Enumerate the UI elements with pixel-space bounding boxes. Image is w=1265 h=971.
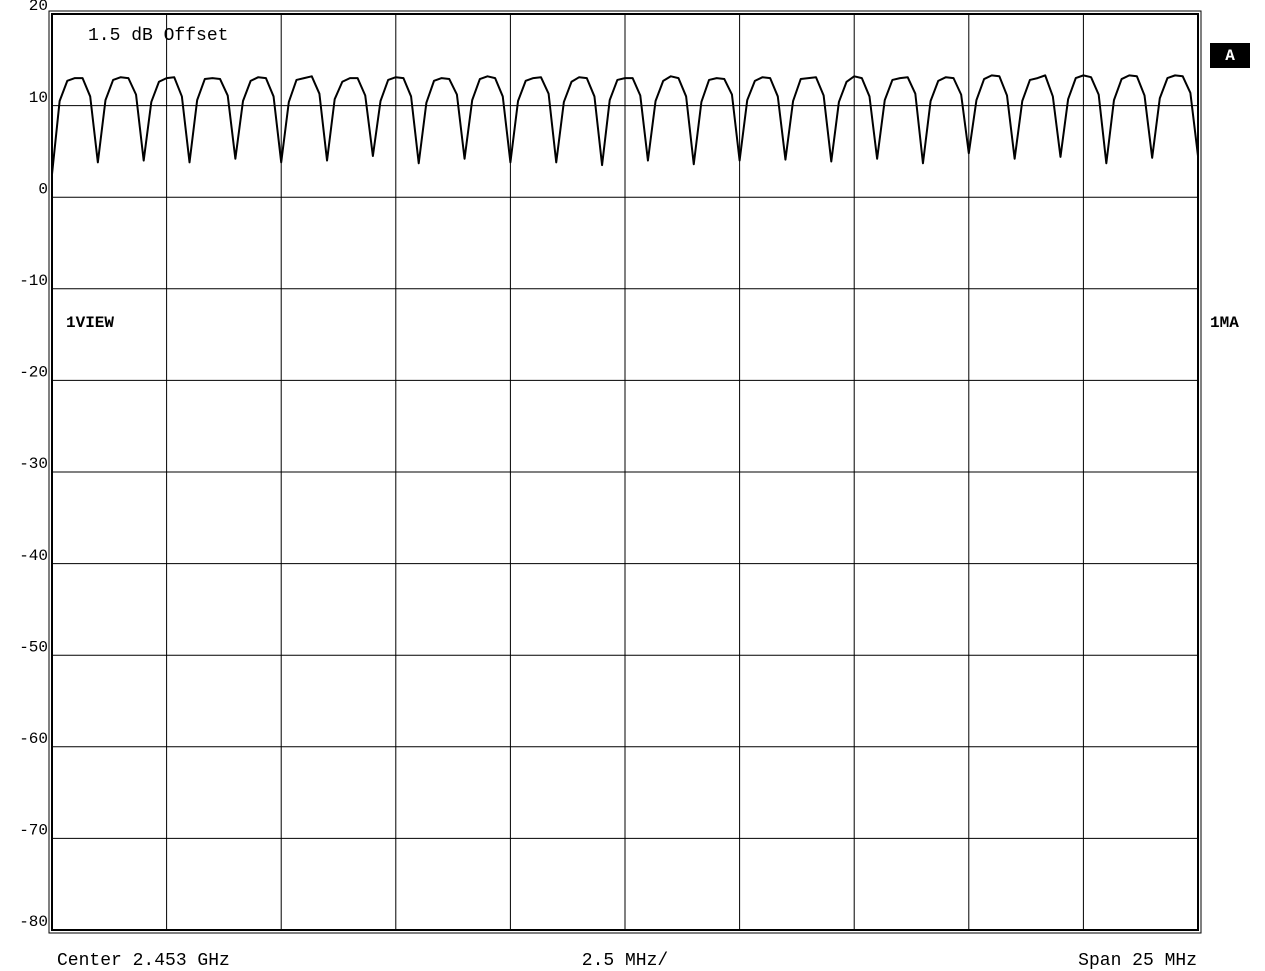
footer-scale: 2.5 MHz/ xyxy=(582,951,668,971)
y-tick-label: -30 xyxy=(19,455,48,473)
y-tick-label: 0 xyxy=(38,180,48,198)
footer-center: Center 2.453 GHz xyxy=(57,951,230,971)
footer-span: Span 25 MHz xyxy=(1078,951,1197,971)
trace-mode-label: 1MA xyxy=(1210,314,1239,332)
y-tick-label: -20 xyxy=(19,364,48,382)
plot-frame-outer xyxy=(48,10,1202,934)
y-tick-label: -60 xyxy=(19,730,48,748)
y-tick-label: -40 xyxy=(19,547,48,565)
y-tick-label: -10 xyxy=(19,272,48,290)
y-tick-label: 10 xyxy=(29,89,48,107)
offset-label: 1.5 dB Offset xyxy=(88,26,228,46)
y-tick-label: -70 xyxy=(19,822,48,840)
trace-label: A xyxy=(1225,47,1235,65)
y-tick-label: -80 xyxy=(19,913,48,931)
trace-label-box xyxy=(1210,43,1250,68)
y-tick-label: 20 xyxy=(29,0,48,15)
view-label: 1VIEW xyxy=(66,314,114,332)
y-tick-label: -50 xyxy=(19,638,48,656)
trace xyxy=(51,74,1199,175)
